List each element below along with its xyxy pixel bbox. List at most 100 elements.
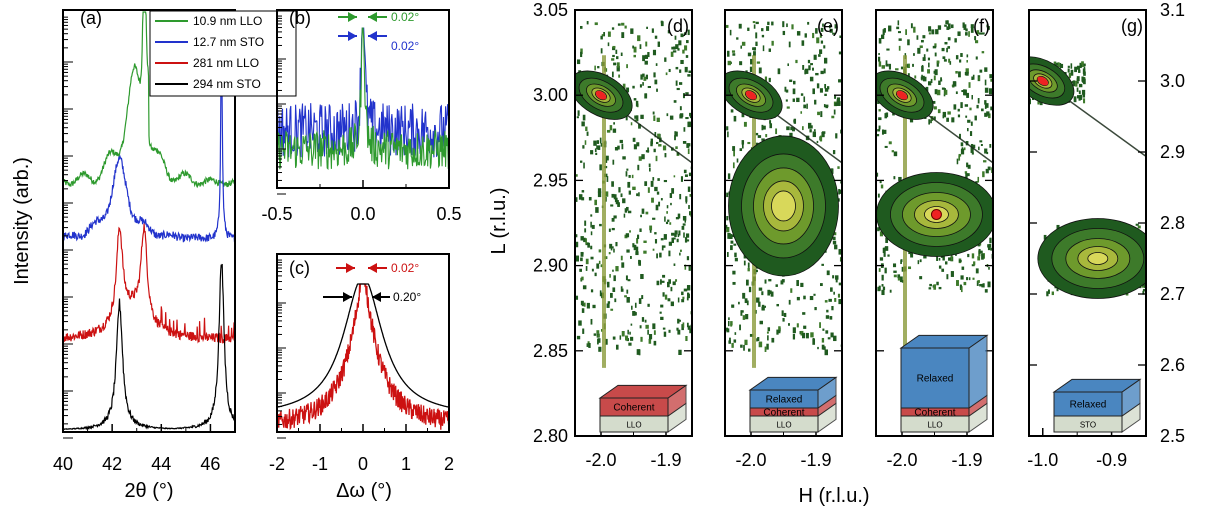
rsm-speckle bbox=[659, 252, 662, 258]
rsm-speckle bbox=[792, 88, 796, 95]
rsm-speckle bbox=[971, 253, 975, 259]
rsm-speckle bbox=[825, 104, 829, 108]
rsm-speckle bbox=[988, 113, 991, 119]
rsm-left-tick-label: 3.05 bbox=[533, 0, 568, 20]
rsm-speckle bbox=[676, 87, 680, 91]
rsm-speckle bbox=[823, 68, 826, 74]
rsm-speckle bbox=[767, 21, 770, 26]
rsm-speckle bbox=[674, 35, 677, 40]
rsm-speckle bbox=[611, 227, 615, 231]
rsm-speckle bbox=[584, 220, 587, 226]
rsm-speckle bbox=[644, 54, 649, 59]
rsm-speckle bbox=[679, 249, 682, 252]
rsm-map-e bbox=[725, 21, 842, 368]
rsm-speckle bbox=[768, 77, 771, 83]
rsm-speckle bbox=[933, 70, 936, 74]
rsm-speckle bbox=[594, 272, 597, 277]
rsm-speckle bbox=[878, 38, 882, 44]
rsm-speckle bbox=[878, 117, 882, 121]
layer-label-sto: STO bbox=[1080, 421, 1096, 430]
rsm-speckle bbox=[891, 150, 895, 153]
rsm-speckle bbox=[965, 28, 968, 32]
rsm-speckle bbox=[581, 197, 585, 201]
rsm-speckle bbox=[632, 85, 635, 89]
rsm-speckle bbox=[747, 267, 750, 272]
rsm-speckle bbox=[586, 302, 590, 309]
rsm-speckle bbox=[781, 279, 785, 283]
rsm-speckle bbox=[731, 342, 734, 348]
rsm-speckle bbox=[1083, 78, 1086, 85]
rsm-speckle bbox=[585, 266, 588, 271]
rsm-speckle bbox=[932, 45, 937, 49]
rsm-speckle bbox=[927, 57, 931, 61]
layer-label-coherent: Coherent bbox=[914, 408, 955, 419]
rsm-speckle bbox=[887, 254, 890, 257]
rsm-speckle bbox=[959, 59, 962, 63]
rsm-speckle bbox=[907, 39, 910, 46]
rsm-xlabel: H (r.l.u.) bbox=[798, 485, 869, 507]
rsm-speckle bbox=[581, 190, 585, 193]
rsm-speckle bbox=[982, 283, 985, 288]
rsm-speckle bbox=[830, 168, 834, 175]
rsm-speckle bbox=[729, 234, 733, 239]
rsm-speckle bbox=[757, 337, 760, 342]
rsm-speckle bbox=[877, 100, 880, 104]
rsm-speckle bbox=[663, 234, 667, 240]
rsm-speckle bbox=[600, 143, 603, 147]
rsm-speckle bbox=[678, 230, 681, 236]
rsm-speckle bbox=[644, 60, 648, 65]
rsm-speckle bbox=[769, 120, 772, 124]
rsm-speckle bbox=[753, 47, 757, 51]
rsm-speckle bbox=[984, 112, 988, 117]
rsm-speckle bbox=[743, 260, 746, 266]
rsm-speckle bbox=[666, 113, 669, 117]
rsm-speckle bbox=[609, 125, 613, 131]
rsm-speckle bbox=[624, 208, 628, 213]
rsm-speckle bbox=[885, 60, 888, 67]
rsm-speckle bbox=[803, 325, 807, 329]
rsm-speckle bbox=[817, 346, 819, 350]
rsm-speckle bbox=[818, 54, 821, 57]
rsm-speckle bbox=[1072, 80, 1076, 87]
rsm-speckle bbox=[937, 25, 942, 30]
rsm-speckle bbox=[789, 79, 793, 83]
rsm-speckle bbox=[761, 34, 765, 38]
rsm-speckle bbox=[585, 242, 589, 246]
rsm-speckle bbox=[829, 316, 833, 320]
rsm-speckle bbox=[882, 286, 886, 291]
rsm-right-tick-label: 2.8 bbox=[1160, 213, 1185, 233]
fwhm-arrowhead-black-right bbox=[372, 292, 381, 302]
rsm-speckle bbox=[950, 24, 954, 29]
fwhm-arrowhead-red-left bbox=[346, 263, 355, 273]
rsm-speckle bbox=[599, 290, 602, 297]
rsm-speckle bbox=[672, 281, 676, 286]
c-xtick-label: 1 bbox=[401, 454, 411, 474]
rsm-speckle bbox=[951, 84, 954, 87]
rsm-speckle bbox=[624, 25, 627, 29]
rsm-speckle bbox=[610, 204, 614, 207]
rsm-speckle bbox=[755, 32, 758, 39]
rsm-speckle bbox=[656, 141, 659, 145]
rsm-speckle bbox=[641, 208, 645, 214]
rsm-speckle bbox=[732, 53, 736, 56]
rsm-speckle bbox=[1142, 289, 1146, 292]
rsm-speckle bbox=[671, 46, 675, 50]
rsm-panel-label: (g) bbox=[1121, 16, 1143, 36]
rsm-speckle bbox=[654, 186, 658, 192]
rsm-speckle bbox=[881, 284, 884, 287]
rsm-speckle bbox=[594, 199, 598, 206]
rsm-speckle bbox=[673, 46, 676, 50]
rsm-speckle bbox=[638, 123, 641, 129]
rsm-speckle bbox=[679, 82, 683, 85]
rsm-speckle bbox=[668, 279, 671, 284]
rsm-speckle bbox=[730, 324, 733, 327]
rsm-speckle bbox=[936, 256, 939, 261]
rsm-speckle bbox=[628, 190, 631, 195]
rsm-speckle bbox=[839, 35, 842, 38]
rsm-speckle bbox=[1076, 87, 1079, 92]
rsm-speckle bbox=[685, 117, 689, 120]
rsm-speckle bbox=[640, 214, 642, 218]
rsm-speckle bbox=[1076, 76, 1080, 82]
rsm-speckle bbox=[606, 281, 610, 288]
rsm-speckle bbox=[648, 334, 653, 340]
